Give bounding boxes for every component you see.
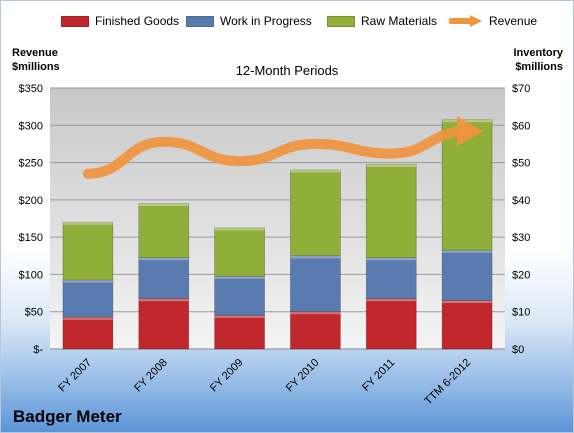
bar-finished-goods-4 xyxy=(365,298,417,350)
right-tick-label: $70 xyxy=(512,83,530,95)
bar-raw-materials-3 xyxy=(290,169,341,257)
bar-finished-goods-2 xyxy=(214,315,265,350)
legend-label-revenue: Revenue xyxy=(489,14,538,28)
right-tick-label: $30 xyxy=(512,232,530,244)
x-tick-label: FY 2008 xyxy=(132,357,170,395)
bar-raw-materials-4 xyxy=(365,164,417,259)
bar-raw-materials-0 xyxy=(62,221,114,281)
left-axis-title-line2: $millions xyxy=(12,61,60,73)
legend-label-finished-goods: Finished Goods xyxy=(95,14,180,28)
bar-highlight xyxy=(62,222,113,225)
bar-highlight xyxy=(138,298,189,302)
legend: Finished Goods Work in Progress Raw Mate… xyxy=(1,14,573,34)
left-tick-label: $100 xyxy=(19,269,43,281)
legend-label-raw-materials: Raw Materials xyxy=(361,14,438,28)
legend-item-work-in-progress: Work in Progress xyxy=(186,14,312,28)
bar-raw-materials-5 xyxy=(441,119,493,251)
x-tick-label: FY 2007 xyxy=(56,357,94,395)
left-tick-label: $250 xyxy=(19,158,43,170)
bar-finished-goods-3 xyxy=(290,311,341,350)
left-axis-title-line1: Revenue xyxy=(12,47,58,59)
bar-highlight xyxy=(366,257,417,261)
chart-subtitle: 12-Month Periods xyxy=(235,63,339,78)
revenue-line xyxy=(82,126,473,179)
bar-finished-goods-5 xyxy=(441,300,493,350)
left-tick-label: $50 xyxy=(25,307,43,319)
bar-highlight xyxy=(442,300,493,304)
bar-highlight xyxy=(290,311,341,315)
bar-highlight xyxy=(366,164,417,167)
right-tick-label: $60 xyxy=(512,120,530,132)
bar-finished-goods-1 xyxy=(138,298,190,350)
legend-item-finished-goods: Finished Goods xyxy=(61,14,179,28)
right-tick-label: $50 xyxy=(512,158,530,170)
right-tick-label: $0 xyxy=(512,344,524,356)
legend-item-revenue: Revenue xyxy=(449,14,537,28)
bar-work-in-progress-3 xyxy=(290,255,341,313)
right-axis-title-line2: $millions xyxy=(515,61,563,73)
x-tick-label: FY 2009 xyxy=(208,357,246,395)
bar-highlight xyxy=(366,298,417,302)
bar-highlight xyxy=(214,227,265,231)
bar-highlight xyxy=(62,280,113,283)
bar-raw-materials-2 xyxy=(214,227,265,277)
bar-highlight xyxy=(290,170,341,173)
bar-highlight xyxy=(214,315,265,318)
right-tick-label: $20 xyxy=(512,269,530,281)
x-tick-label: FY 2010 xyxy=(284,357,322,395)
left-tick-label: $150 xyxy=(19,232,43,244)
bar-highlight xyxy=(138,257,189,261)
bar-work-in-progress-5 xyxy=(441,249,493,301)
bar-highlight xyxy=(290,255,341,259)
left-tick-label: $350 xyxy=(19,83,43,95)
bar-highlight xyxy=(138,203,189,207)
bar-raw-materials-1 xyxy=(138,203,190,259)
x-tick-label: TTM 6-2012 xyxy=(422,357,473,408)
bar-work-in-progress-4 xyxy=(365,257,417,300)
legend-swatch-work-in-progress xyxy=(186,15,214,27)
right-axis-title-line1: Inventory xyxy=(513,47,563,59)
left-tick-label: $- xyxy=(33,344,43,356)
legend-arrow-icon xyxy=(449,15,482,27)
bar-highlight xyxy=(442,119,493,123)
legend-item-raw-materials: Raw Materials xyxy=(327,14,437,28)
bar-work-in-progress-2 xyxy=(214,275,265,316)
right-tick-label: $40 xyxy=(512,195,530,207)
bar-work-in-progress-1 xyxy=(138,257,190,300)
bar-work-in-progress-0 xyxy=(62,279,114,318)
left-axis-title: Revenue $millions xyxy=(12,46,60,74)
bar-highlight xyxy=(442,250,493,253)
right-axis-title: Inventory $millions xyxy=(513,46,563,74)
legend-swatch-finished-goods xyxy=(61,15,89,27)
bar-highlight xyxy=(62,317,113,320)
left-tick-label: $200 xyxy=(19,195,43,207)
right-tick-label: $10 xyxy=(512,307,530,319)
plot-area xyxy=(50,88,505,349)
x-tick-label: FY 2011 xyxy=(360,357,397,394)
legend-swatch-raw-materials xyxy=(327,15,355,27)
legend-label-work-in-progress: Work in Progress xyxy=(220,14,312,28)
left-tick-label: $300 xyxy=(19,120,43,132)
revenue-arrowhead xyxy=(457,116,484,147)
bar-finished-goods-0 xyxy=(62,316,114,350)
company-name: Badger Meter xyxy=(13,407,122,426)
bar-highlight xyxy=(214,276,265,279)
